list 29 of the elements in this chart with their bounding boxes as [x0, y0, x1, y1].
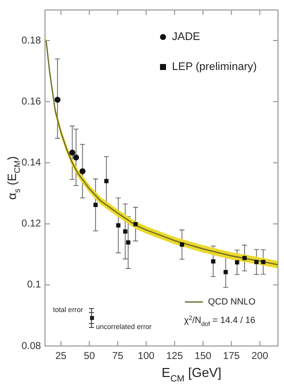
y-tick-label: 0.08 — [22, 340, 42, 352]
point — [126, 240, 130, 245]
y-tick-label: 0.14 — [22, 157, 42, 168]
x-tick-label: 150 — [194, 350, 212, 362]
point — [211, 259, 216, 264]
legend-label: JADE — [172, 31, 200, 44]
x-tick-label: 175 — [223, 350, 240, 362]
y-tick-label: 0.16 — [22, 96, 42, 108]
y-tick-label: 0.12 — [22, 218, 42, 230]
x-tick-label: 25 — [55, 350, 67, 362]
x-tick-label: 125 — [166, 350, 184, 362]
point — [116, 223, 120, 228]
x-tick-label: 200 — [251, 350, 269, 362]
point — [80, 168, 86, 174]
legend-label: QCD NNLO — [208, 296, 256, 306]
legend-label: LEP (preliminary) — [172, 61, 257, 74]
y-axis-title: αs (ECM) — [5, 156, 22, 200]
point — [234, 260, 240, 264]
point — [54, 96, 61, 103]
point — [73, 154, 80, 161]
y-tick-label: 0.1 — [27, 280, 42, 291]
point — [123, 229, 128, 234]
point — [224, 270, 228, 274]
point — [261, 260, 266, 264]
point — [69, 150, 76, 156]
y-tick-label: 0.18 — [22, 35, 42, 46]
x-tick-label: 100 — [138, 350, 155, 362]
x-tick-label: 75 — [112, 350, 124, 362]
x-tick-label: 50 — [84, 350, 96, 362]
